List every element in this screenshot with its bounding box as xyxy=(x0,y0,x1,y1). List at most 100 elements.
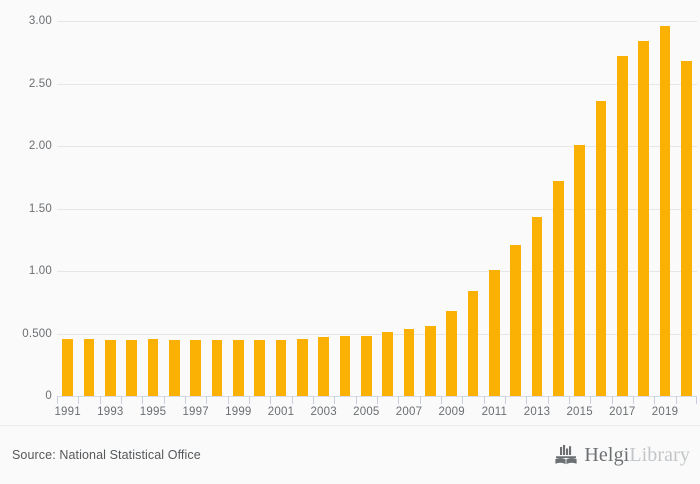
y-tick-label: 1.50 xyxy=(28,202,52,215)
bar[interactable] xyxy=(190,339,201,396)
x-tick-mark xyxy=(569,396,570,404)
x-tick-label: 1991 xyxy=(54,406,81,418)
x-tick-mark xyxy=(227,396,229,404)
bar[interactable] xyxy=(531,217,543,396)
gridline xyxy=(57,271,697,272)
bar[interactable] xyxy=(425,326,436,396)
x-tick-mark xyxy=(633,396,634,404)
gridline xyxy=(57,333,697,335)
y-tick-label: 0 xyxy=(45,390,52,402)
bar[interactable] xyxy=(617,56,628,396)
bar-series xyxy=(57,0,697,396)
x-tick-mark xyxy=(611,396,613,404)
x-tick-mark xyxy=(291,396,293,404)
x-tick-mark xyxy=(355,396,357,404)
x-tick-mark xyxy=(675,396,677,404)
x-tick-mark xyxy=(696,396,697,404)
x-tick-label: 2001 xyxy=(267,406,295,418)
y-tick-label: 3.00 xyxy=(28,15,52,27)
brand-name-primary: Helgi xyxy=(584,444,630,466)
x-tick-mark xyxy=(142,396,144,404)
x-axis: 1991 1993 1995 1997 1999 2001 2003 2005 2007 2009… xyxy=(54,396,697,425)
bar[interactable] xyxy=(595,101,607,396)
x-tick-label: 1999 xyxy=(225,406,252,418)
x-tick-label: 2009 xyxy=(438,406,465,418)
source-label: Source: National Statistical Office xyxy=(12,448,201,462)
x-tick-mark xyxy=(57,396,58,404)
x-tick-mark xyxy=(313,396,314,404)
gridline xyxy=(57,208,697,210)
x-tick-mark xyxy=(206,396,208,404)
x-tick-mark xyxy=(526,396,528,404)
bar[interactable] xyxy=(126,339,137,396)
x-tick-mark xyxy=(441,396,442,404)
bar[interactable] xyxy=(446,311,457,396)
x-tick-mark xyxy=(163,396,165,404)
bar[interactable] xyxy=(467,291,479,396)
x-tick-mark xyxy=(334,396,336,404)
x-tick-label: 2003 xyxy=(310,406,337,418)
book-bar-chart-logo-icon xyxy=(555,445,577,465)
y-axis: 0 0.500 1.00 1.50 2.00 2.50 3.00 xyxy=(0,0,52,425)
x-tick-mark xyxy=(483,396,485,404)
gridline xyxy=(57,146,697,147)
gridline xyxy=(57,83,697,85)
brand-name-secondary: Library xyxy=(629,444,690,466)
x-tick-label: 1995 xyxy=(139,406,167,418)
plot-area: 0 0.500 1.00 1.50 2.00 2.50 3.00 1991 1993 1995 1… xyxy=(0,0,697,425)
bar[interactable] xyxy=(318,337,329,396)
helgi-library-logo[interactable]: HelgiLibrary xyxy=(554,444,690,466)
bar[interactable] xyxy=(233,339,244,396)
x-tick-mark xyxy=(398,396,400,404)
x-tick-label: 2011 xyxy=(481,406,508,418)
bar[interactable] xyxy=(62,338,73,396)
x-tick-label: 1997 xyxy=(182,406,209,418)
chart-footer: Source: National Statistical Office Helg… xyxy=(0,425,700,484)
x-tick-mark xyxy=(462,396,464,404)
x-tick-label: 2015 xyxy=(566,406,593,418)
x-tick-mark xyxy=(419,396,421,404)
x-tick-label: 1993 xyxy=(97,406,124,418)
bar[interactable] xyxy=(510,244,521,396)
y-tick-label: 0.500 xyxy=(22,327,52,340)
bar[interactable] xyxy=(105,339,116,396)
bar[interactable] xyxy=(361,336,372,396)
bar[interactable] xyxy=(83,338,95,396)
bar[interactable] xyxy=(489,269,500,396)
x-tick-mark xyxy=(99,396,101,404)
x-tick-label: 2005 xyxy=(353,406,380,418)
bar[interactable] xyxy=(275,339,287,396)
bar[interactable] xyxy=(382,332,393,396)
bar[interactable] xyxy=(553,181,564,396)
x-tick-mark xyxy=(654,396,656,404)
x-tick-mark xyxy=(78,396,80,404)
x-tick-mark xyxy=(185,396,186,404)
bar[interactable] xyxy=(169,339,180,396)
bar[interactable] xyxy=(681,61,692,396)
x-tick-label: 2013 xyxy=(523,406,551,418)
bar[interactable] xyxy=(659,26,671,396)
x-tick-mark xyxy=(270,396,272,404)
y-tick-label: 1.00 xyxy=(28,265,52,277)
bar[interactable] xyxy=(297,338,308,396)
bar[interactable] xyxy=(211,339,223,396)
bar[interactable] xyxy=(638,41,649,396)
bar[interactable] xyxy=(403,328,415,396)
x-tick-mark xyxy=(505,396,506,404)
bar[interactable] xyxy=(574,144,585,396)
x-tick-mark xyxy=(547,396,549,404)
bar[interactable] xyxy=(254,339,265,396)
x-tick-mark xyxy=(377,396,378,404)
x-tick-label: 2017 xyxy=(609,406,636,418)
x-tick-label: 2007 xyxy=(395,406,423,418)
x-tick-mark xyxy=(590,396,592,404)
x-tick-mark xyxy=(121,396,122,404)
x-tick-mark xyxy=(249,396,250,404)
y-tick-label: 2.00 xyxy=(28,140,52,152)
gridline xyxy=(57,21,697,22)
y-tick-label: 2.50 xyxy=(28,77,52,90)
x-tick-label: 2019 xyxy=(651,406,679,418)
bar[interactable] xyxy=(339,336,351,396)
bar[interactable] xyxy=(147,338,159,396)
